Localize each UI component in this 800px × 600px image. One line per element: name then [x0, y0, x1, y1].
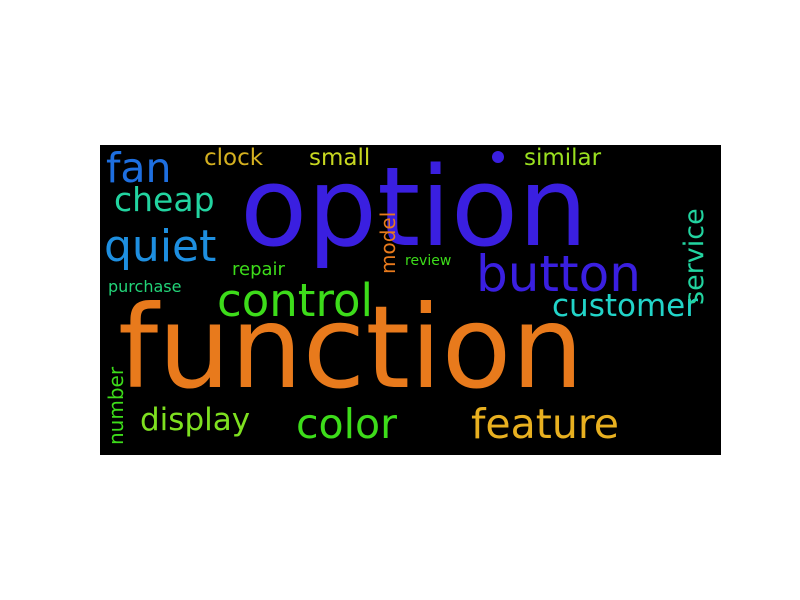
- word-small: small: [309, 145, 371, 171]
- word-customer: customer: [552, 288, 698, 324]
- word-feature: feature: [471, 400, 620, 448]
- word-cloud: function option button control quiet fan…: [100, 145, 721, 455]
- word-number: number: [104, 366, 128, 445]
- word-clock: clock: [204, 145, 264, 171]
- word-similar: similar: [524, 145, 602, 171]
- word-display: display: [140, 402, 251, 438]
- word-service: service: [679, 208, 710, 305]
- word-review: review: [405, 253, 452, 269]
- word-function: function: [118, 281, 584, 414]
- word-control: control: [217, 274, 373, 327]
- word-option: option: [240, 145, 588, 271]
- word-quiet: quiet: [104, 221, 217, 272]
- word-model: model: [376, 211, 400, 274]
- word-fan: fan: [106, 145, 172, 192]
- word-repair: repair: [232, 259, 285, 280]
- word-button: button: [476, 245, 641, 303]
- word-purchase: purchase: [108, 277, 182, 296]
- word-color: color: [296, 400, 397, 448]
- word-cheap: cheap: [114, 180, 215, 219]
- dot-mark: [492, 151, 504, 163]
